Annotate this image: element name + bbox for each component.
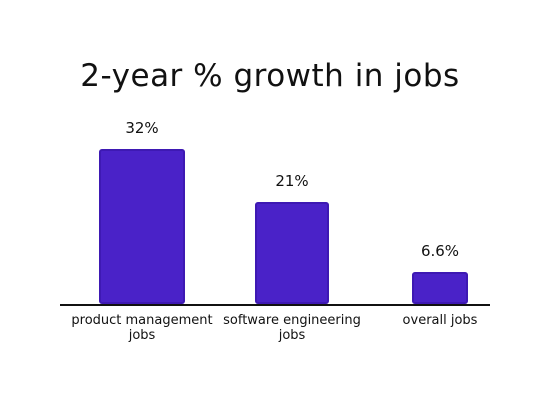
- bar: [255, 202, 329, 304]
- x-tick-label: software engineering jobs: [223, 313, 361, 343]
- baseline: [60, 304, 490, 306]
- value-label: 6.6%: [420, 242, 460, 261]
- value-label: 21%: [275, 172, 309, 191]
- chart-title: 2-year % growth in jobs: [80, 58, 460, 94]
- bar: [99, 149, 185, 304]
- value-label: 32%: [125, 119, 159, 137]
- x-tick-label: product management jobs: [71, 313, 213, 343]
- bar: [412, 272, 468, 304]
- x-tick-label: overall jobs: [402, 313, 478, 328]
